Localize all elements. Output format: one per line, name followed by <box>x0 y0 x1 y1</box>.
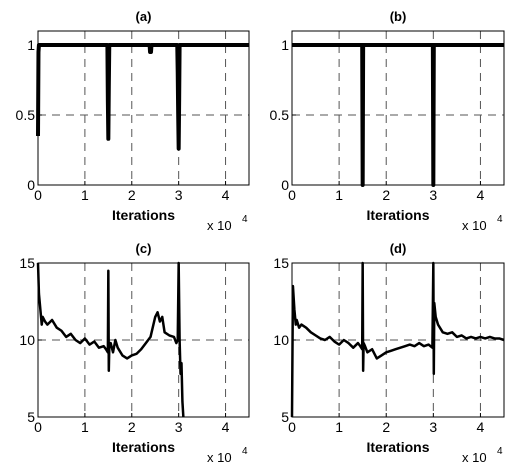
x-tick-label: 2 <box>382 187 390 203</box>
panel-d: 0 1 2 3 4 5 10 15 (d) Iterations x 10 4 <box>273 241 505 463</box>
x-multiplier-base: x 10 <box>462 450 487 463</box>
x-tick-label: 3 <box>175 187 183 203</box>
panel-c: 0 1 2 3 4 5 10 15 (c) Iterations x 10 4 <box>19 241 250 463</box>
plot-frame <box>291 30 505 186</box>
x-tick-label: 1 <box>81 187 89 203</box>
series-line-d-0 <box>290 261 505 418</box>
x-axis-label: Iterations <box>366 439 429 455</box>
chart-title: (c) <box>136 241 152 256</box>
chart-title: (d) <box>390 241 407 256</box>
series-line-c-0 <box>36 261 185 418</box>
x-tick-label: 3 <box>429 187 437 203</box>
x-multiplier-exponent: 4 <box>497 214 503 225</box>
x-multiplier-base: x 10 <box>207 450 232 463</box>
x-tick-label: 0 <box>288 187 296 203</box>
y-tick-label: 15 <box>273 255 289 271</box>
x-axis-label: Iterations <box>112 207 175 223</box>
x-tick-label: 4 <box>477 419 485 435</box>
y-tick-label: 10 <box>19 332 35 348</box>
y-tick-label: 5 <box>27 409 35 425</box>
x-tick-label: 0 <box>34 419 42 435</box>
x-tick-label: 2 <box>128 187 136 203</box>
x-tick-label: 0 <box>288 419 296 435</box>
y-tick-label: 0.5 <box>16 107 36 123</box>
x-multiplier-base: x 10 <box>462 218 487 233</box>
series-line-b-0 <box>292 43 504 187</box>
x-tick-label: 2 <box>382 419 390 435</box>
x-axis-label: Iterations <box>112 439 175 455</box>
x-tick-label: 1 <box>335 187 343 203</box>
y-tick-label: 15 <box>19 255 35 271</box>
x-tick-label: 4 <box>477 187 485 203</box>
x-tick-label: 4 <box>222 419 230 435</box>
x-tick-label: 0 <box>34 187 42 203</box>
plot-frame <box>37 30 250 186</box>
x-tick-label: 3 <box>429 419 437 435</box>
x-tick-label: 2 <box>128 419 136 435</box>
y-tick-label: 1 <box>27 37 35 53</box>
chart-title: (b) <box>390 9 407 24</box>
y-tick-label: 1 <box>281 37 289 53</box>
x-axis-label: Iterations <box>366 207 429 223</box>
series-line-a-0 <box>36 43 249 151</box>
x-multiplier-exponent: 4 <box>242 446 248 457</box>
panel-a: 0 1 2 3 4 0 0.5 1 (a) Iterations x 10 4 <box>16 9 250 233</box>
panel-b: 0 1 2 3 4 0 0.5 1 (b) Iterations x 10 4 <box>270 9 505 233</box>
x-multiplier-base: x 10 <box>207 218 232 233</box>
chart-title: (a) <box>136 9 152 24</box>
x-tick-label: 1 <box>81 419 89 435</box>
x-tick-label: 1 <box>335 419 343 435</box>
x-tick-label: 4 <box>222 187 230 203</box>
x-tick-label: 3 <box>175 419 183 435</box>
y-tick-label: 0.5 <box>270 107 290 123</box>
y-tick-label: 5 <box>281 409 289 425</box>
y-tick-label: 0 <box>281 177 289 193</box>
y-tick-label: 10 <box>273 332 289 348</box>
x-multiplier-exponent: 4 <box>242 214 248 225</box>
y-tick-label: 0 <box>27 177 35 193</box>
x-multiplier-exponent: 4 <box>497 446 503 457</box>
